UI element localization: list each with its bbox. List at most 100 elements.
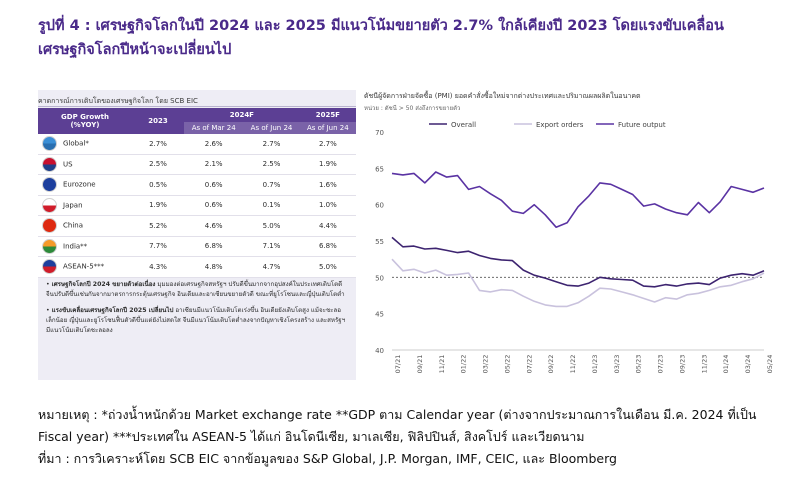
y-tick-label: 55 [375, 238, 384, 246]
value-jun24: 7.1% [243, 236, 300, 257]
note-2025-text: อาเซียนมีแนวโน้มเติบโตเร่งขึ้น อินเดียยั… [46, 307, 346, 334]
x-tick-label: 05/23 [635, 355, 643, 374]
chart-title: ดัชนีผู้จัดการฝ่ายจัดซื้อ (PMI) ยอดคำสั่… [364, 92, 641, 100]
table-row: Global* 2.7% 2.6% 2.7% 2.7% [38, 134, 356, 155]
value-jun24: 5.0% [243, 215, 300, 237]
chart-unit: หน่วย : ดัชนี > 50 ส่งถึงการขยายตัว [364, 105, 461, 112]
header-gdp-growth: GDP Growth (%YOY) [38, 108, 132, 134]
x-tick-label: 09/23 [678, 355, 686, 374]
value-jun24: 2.5% [243, 154, 300, 175]
note-2025-bold: แรงขับเคลื่อนเศรษฐกิจโลกปี 2025 เปลี่ยนไ… [51, 307, 174, 314]
x-tick-label: 11/22 [569, 355, 577, 374]
value-jun24: 0.7% [243, 174, 300, 196]
x-tick-label: 03/22 [482, 355, 490, 374]
x-tick-label: 01/22 [460, 355, 468, 374]
legend-label: Export orders [536, 121, 584, 129]
country-cell: China [38, 215, 132, 237]
value-jun24: 4.7% [243, 256, 300, 278]
header-jun24: As of Jun 24 [243, 122, 300, 134]
header-gdp-growth-label: GDP Growth [61, 113, 109, 121]
value-mar24: 2.6% [184, 134, 244, 155]
country-name: India** [63, 242, 88, 251]
us-flag-icon [42, 156, 57, 172]
series-line-future-output [391, 171, 765, 228]
footnote-source: ที่มา : การวิเคราะห์โดย SCB EIC จากข้อมู… [38, 451, 617, 466]
country-cell: US [38, 154, 132, 175]
y-tick-label: 45 [375, 311, 384, 319]
gdp-table-panel: คาดการณ์การเติบโตของเศรษฐกิจโลก โดย SCB … [38, 90, 356, 380]
figure-panel: คาดการณ์การเติบโตของเศรษฐกิจโลก โดย SCB … [38, 90, 778, 380]
country-cell: Eurozone [38, 174, 132, 196]
value-mar24: 0.6% [184, 195, 244, 216]
x-tick-label: 11/21 [438, 355, 446, 374]
header-2024f: 2024F [184, 108, 300, 122]
series-line-overall [391, 236, 765, 288]
country-cell: Japan [38, 195, 132, 216]
footnote-remark: หมายเหตุ : *ถ่วงน้ำหนักด้วย Market excha… [38, 407, 757, 444]
value-jun24: 2.7% [243, 134, 300, 155]
header-jun24-2025: As of Jun 24 [299, 122, 356, 134]
value-y2025: 2.7% [299, 134, 356, 155]
value-y2025: 6.8% [299, 236, 356, 257]
table-row: US 2.5% 2.1% 2.5% 1.9% [38, 154, 356, 175]
asean-flag-icon [42, 259, 57, 275]
china-flag-icon [42, 218, 57, 234]
table-heading-text: คาดการณ์การเติบโตของเศรษฐกิจโลก โดย SCB … [38, 97, 198, 105]
value-y2023: 2.5% [132, 154, 184, 175]
country-cell: Global* [38, 134, 132, 155]
value-y2025: 1.6% [299, 174, 356, 196]
eu-flag-icon [42, 177, 57, 193]
country-name: Eurozone [63, 180, 96, 189]
value-y2025: 5.0% [299, 256, 356, 278]
header-2025f: 2025F [299, 108, 356, 122]
pmi-chart-panel: ดัชนีผู้จัดการฝ่ายจัดซื้อ (PMI) ยอดคำสั่… [364, 90, 778, 380]
x-tick-label: 11/23 [700, 355, 708, 374]
y-tick-label: 70 [375, 129, 384, 137]
value-y2023: 2.7% [132, 134, 184, 155]
x-tick-label: 09/22 [547, 355, 555, 374]
figure-title: รูปที่ 4 : เศรษฐกิจโลกในปี 2024 และ 2025… [38, 18, 724, 58]
country-name: US [63, 160, 73, 169]
note-2024-text: มุมมองต่อเศรษฐกิจสหรัฐฯ ปรับดีขึ้นมากจาก… [46, 281, 345, 298]
value-y2023: 7.7% [132, 236, 184, 257]
x-tick-label: 07/23 [657, 355, 665, 374]
table-row: ASEAN-5*** 4.3% 4.8% 4.7% 5.0% [38, 256, 356, 278]
country-name: Global* [63, 139, 89, 148]
table-heading-rule [38, 106, 356, 107]
x-tick-label: 05/22 [503, 355, 511, 374]
value-mar24: 2.1% [184, 154, 244, 175]
table-heading: คาดการณ์การเติบโตของเศรษฐกิจโลก โดย SCB … [38, 96, 356, 107]
note-2025: • แรงขับเคลื่อนเศรษฐกิจโลกปี 2025 เปลี่ย… [46, 307, 346, 334]
y-tick-label: 40 [375, 347, 384, 355]
y-tick-label: 65 [375, 165, 384, 173]
japan-flag-icon [42, 197, 57, 213]
header-gdp-growth-sub: (%YOY) [70, 121, 100, 129]
table-row: Japan 1.9% 0.6% 0.1% 1.0% [38, 195, 356, 216]
value-mar24: 6.8% [184, 236, 244, 257]
table-notes: • เศรษฐกิจโลกปี 2024 ขยายตัวต่อเนื่อง มุ… [46, 280, 350, 342]
gdp-growth-table: GDP Growth (%YOY) 2023 2024F 2025F As of… [38, 108, 356, 278]
country-name: China [63, 221, 83, 230]
country-cell: ASEAN-5*** [38, 256, 132, 278]
table-row: India** 7.7% 6.8% 7.1% 6.8% [38, 236, 356, 257]
value-y2025: 1.9% [299, 154, 356, 175]
india-flag-icon [42, 238, 57, 254]
pmi-line-chart: 40 45 50 55 60 65 70 07/21 09/21 11/21 01/22 03/22 0… [375, 121, 774, 374]
note-2024-bold: เศรษฐกิจโลกปี 2024 ขยายตัวต่อเนื่อง [51, 281, 156, 288]
value-y2023: 1.9% [132, 195, 184, 216]
value-mar24: 4.6% [184, 215, 244, 237]
country-cell: India** [38, 236, 132, 257]
country-name: Japan [63, 201, 83, 210]
x-tick-label: 07/22 [525, 355, 533, 374]
globe-icon [42, 136, 57, 152]
value-y2025: 1.0% [299, 195, 356, 216]
value-y2023: 4.3% [132, 256, 184, 278]
x-tick-label: 01/24 [722, 355, 730, 374]
y-tick-label: 60 [375, 202, 384, 210]
x-tick-label: 07/21 [394, 355, 402, 374]
header-mar24: As of Mar 24 [184, 122, 244, 134]
country-name: ASEAN-5*** [63, 262, 105, 271]
value-jun24: 0.1% [243, 195, 300, 216]
table-row: Eurozone 0.5% 0.6% 0.7% 1.6% [38, 174, 356, 196]
x-tick-label: 01/23 [591, 355, 599, 374]
